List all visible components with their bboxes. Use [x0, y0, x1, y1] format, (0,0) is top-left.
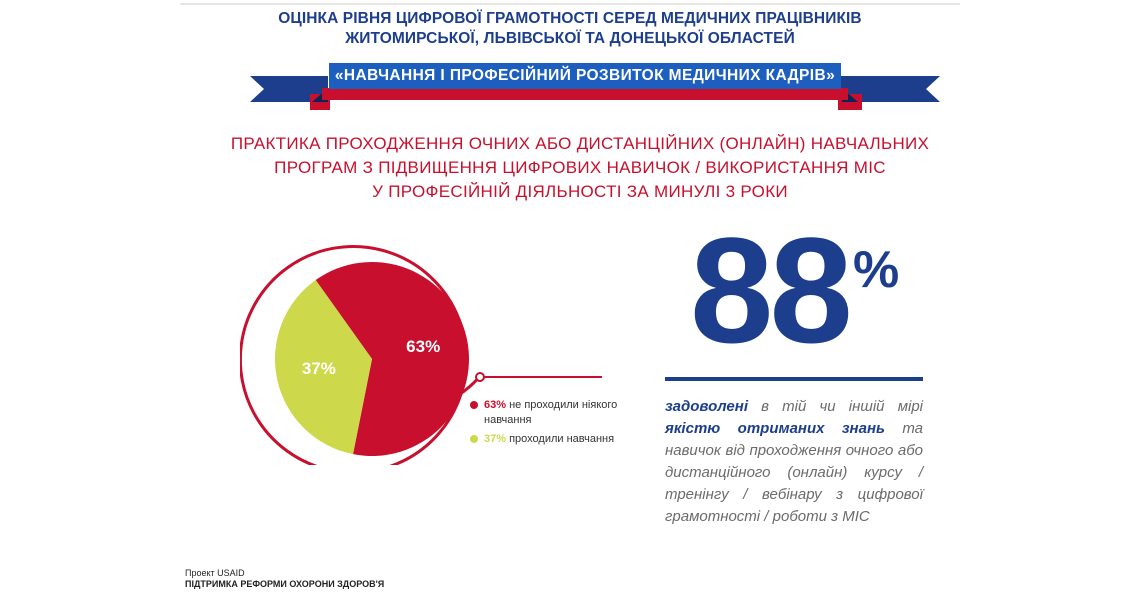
- subtitle-line-2: ПРОГРАМ З ПІДВИЩЕННЯ ЦИФРОВИХ НАВИЧОК / …: [274, 158, 886, 177]
- desc-text-1: в тій чи іншій мірі: [747, 398, 923, 415]
- report-title-line-1: ОЦІНКА РІВНЯ ЦИФРОВОЇ ГРАМОТНОСТІ СЕРЕД …: [278, 10, 862, 27]
- ribbon-main-band: [329, 63, 841, 89]
- pie-leader-dot: [475, 372, 485, 382]
- pie-outline-arc: [238, 245, 463, 474]
- ribbon-right-tail: [840, 76, 940, 102]
- stat-divider: [665, 377, 923, 381]
- legend-item-not-trained: 63% не проходили ніякого навчання: [470, 398, 620, 428]
- stat-percent-sign: %: [853, 241, 900, 299]
- legend-pct: 37%: [484, 433, 507, 445]
- slice-label-37: 37%: [301, 359, 336, 379]
- report-title-line-2: ЖИТОМИРСЬКОЇ, ЛЬВІВСЬКОЇ ТА ДОНЕЦЬКОЇ ОБ…: [345, 30, 795, 47]
- desc-text-2: та навичок від проходження очного або ди…: [665, 420, 923, 525]
- ribbon-left-tail: [250, 76, 328, 102]
- subtitle-line-1: ПРАКТИКА ПРОХОДЖЕННЯ ОЧНИХ АБО ДИСТАНЦІЙ…: [230, 134, 930, 153]
- footer-project: Проект USAID: [185, 568, 245, 578]
- stat-number: 88: [690, 206, 853, 374]
- pie-svg: [238, 245, 602, 474]
- pie-slices: [275, 262, 469, 456]
- footer-program: ПІДТРИМКА РЕФОРМИ ОХОРОНИ ЗДОРОВ'Я: [185, 579, 385, 589]
- report-title: ОЦІНКА РІВНЯ ЦИФРОВОЇ ГРАМОТНОСТІ СЕРЕД …: [180, 9, 960, 49]
- desc-emphasis-2: якістю отриманих знань: [665, 420, 885, 437]
- chart-subtitle: ПРАКТИКА ПРОХОДЖЕННЯ ОЧНИХ АБО ДИСТАНЦІЙ…: [200, 132, 960, 204]
- section-banner-text: «НАВЧАННЯ І ПРОФЕСІЙНИЙ РОЗВИТОК МЕДИЧНИ…: [334, 67, 836, 84]
- pie-slice-37: [275, 280, 372, 455]
- pie-legend: 63% не проходили ніякого навчання 37% пр…: [470, 398, 620, 451]
- legend-text: проходили навчання: [509, 433, 615, 445]
- footer-credit: Проект USAID ПІДТРИМКА РЕФОРМИ ОХОРОНИ З…: [185, 568, 384, 590]
- stat-description: задоволені в тій чи іншій мірі якістю от…: [665, 396, 923, 528]
- legend-item-trained: 37% проходили навчання: [470, 432, 620, 447]
- desc-emphasis-1: задоволені: [665, 398, 748, 415]
- pie-slice-63: [315, 262, 469, 456]
- pie-chart: 63% 37%: [238, 235, 640, 474]
- legend-dot-lime: [470, 435, 478, 443]
- top-divider: [180, 3, 960, 5]
- legend-pct: 63%: [484, 399, 507, 411]
- subtitle-line-3: У ПРОФЕСІЙНІЙ ДІЯЛЬНОСТІ ЗА МИНУЛІ 3 РОК…: [372, 182, 788, 201]
- legend-text: не проходили ніякого навчання: [484, 399, 618, 426]
- legend-dot-red: [470, 401, 478, 409]
- ribbon-red-band: [322, 88, 848, 100]
- section-ribbon: [250, 63, 940, 110]
- slice-label-63: 63%: [406, 336, 441, 356]
